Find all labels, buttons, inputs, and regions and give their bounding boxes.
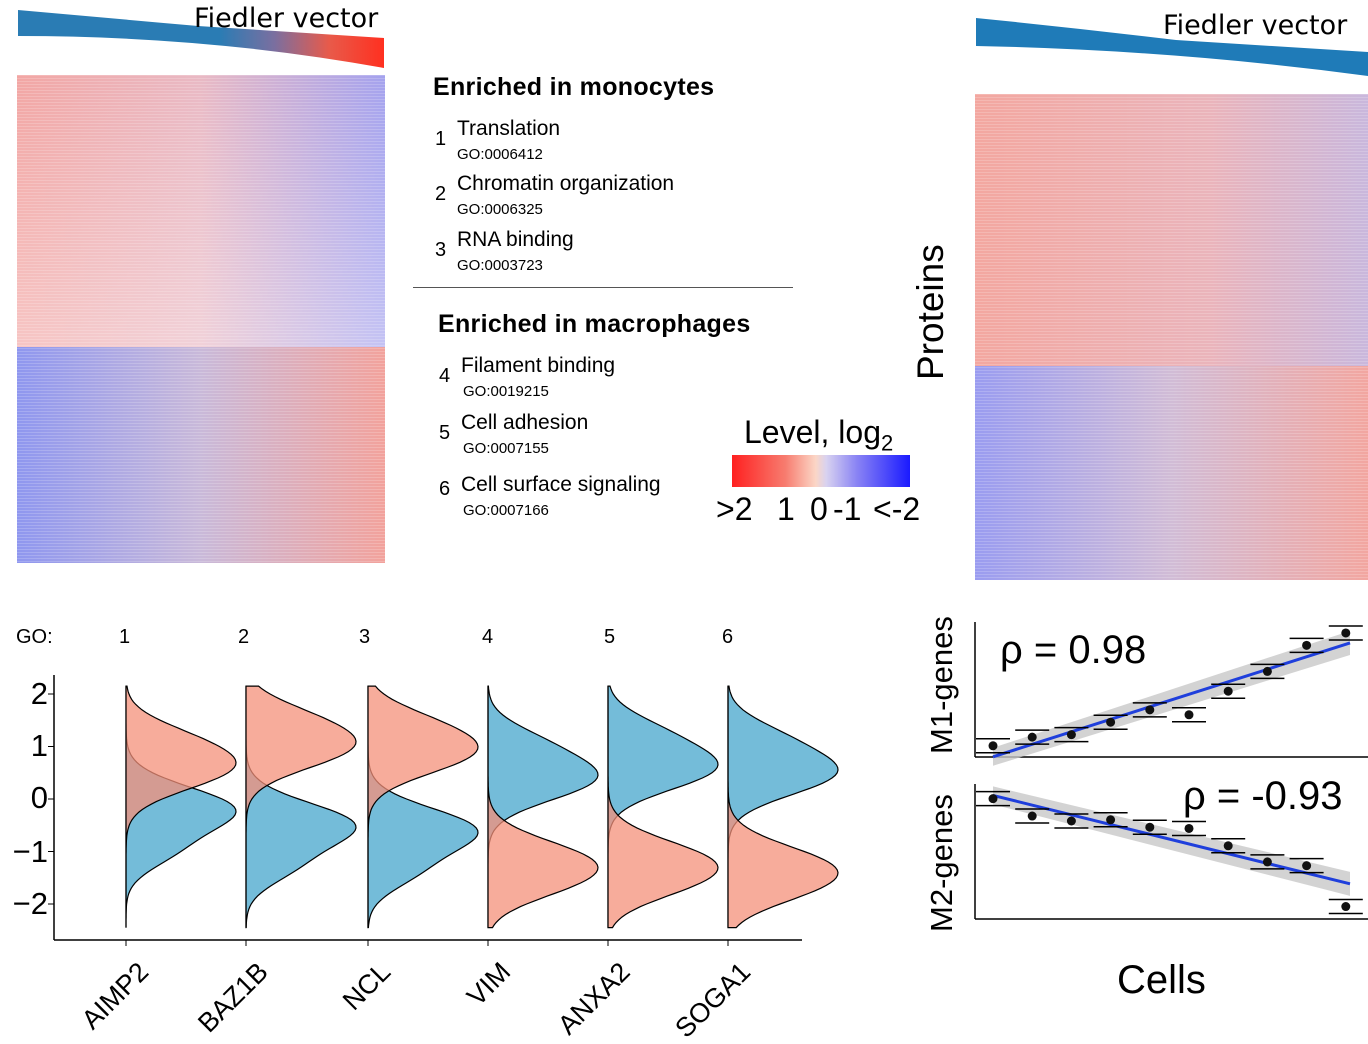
m1-point [1106,717,1116,727]
m2-point [1302,861,1312,871]
violin-monocyte [727,686,839,929]
m1-fit-line [992,641,1351,759]
go-term-name: Chromatin organization [457,172,675,195]
violin-plot [48,675,839,946]
colorbar-tick: -1 [833,491,862,527]
go-term-index: 2 [435,183,447,205]
violin-go-index: 1 [119,626,131,648]
m1-point [1223,686,1233,696]
colorbar-title: Level, log2 [744,414,894,456]
violin-monocyte [245,685,357,928]
right-heatmap [975,94,1368,580]
go-term-name: RNA binding [457,228,574,251]
go-term-id: GO:0007155 [463,440,549,457]
m2-point [1106,815,1116,825]
violin-y-tick: 0 [30,780,48,815]
m1-point [1262,666,1272,676]
left-fiedler-title: Fiedler vector [194,3,379,34]
violin-monocyte [367,685,479,928]
go-term-name: Cell adhesion [461,411,589,434]
violin-y-tick: 1 [30,728,48,763]
m1-point [1184,710,1194,720]
m1-point [1302,640,1312,650]
m1-point [1145,705,1155,715]
colorbar-tick: <-2 [873,491,921,527]
m1-point [1027,732,1037,742]
go-term-id: GO:0003723 [457,257,543,274]
m1-point [988,741,998,751]
m2-point [1262,857,1272,867]
cells-axis-label: Cells [1117,958,1206,1002]
m2-point [1066,816,1076,826]
m2-rho-annotation: ρ = -0.93 [1183,774,1343,818]
violin-go-index: 2 [238,626,250,648]
violin-monocyte [487,686,599,929]
macrophages-heading: Enriched in macrophages [438,310,751,338]
go-term-name: Cell surface signaling [461,473,661,496]
go-term-id: GO:0006412 [457,146,543,163]
m2-point [1341,902,1351,912]
violin-go-index: 6 [722,626,734,648]
m1-point [1066,730,1076,740]
go-term-name: Translation [457,117,561,140]
go-term-id: GO:0006325 [457,201,543,218]
go-term-id: GO:0019215 [463,383,549,400]
monocytes-heading: Enriched in monocytes [433,73,715,101]
go-axis-label: GO: [16,626,53,648]
colorbar [732,455,910,487]
violin-monocyte [125,685,237,928]
go-term-id: GO:0007166 [463,502,549,519]
m2-point [1145,822,1155,832]
left-heatmap [17,75,385,563]
colorbar-tick: 1 [777,491,795,527]
violin-y-tick: 2 [30,676,48,711]
violin-y-tick: −1 [12,834,48,869]
m1-point [1341,628,1351,638]
go-term-index: 3 [435,239,447,261]
go-term-index: 1 [435,128,447,150]
colorbar-tick: 0 [810,491,828,527]
m2-point [1027,811,1037,821]
m2-point [988,794,998,804]
left-fiedler-wedge [18,10,384,68]
go-term-index: 4 [439,365,451,387]
m2-point [1223,841,1233,851]
m1-rho-annotation: ρ = 0.98 [1000,628,1147,672]
violin-monocyte [607,686,719,929]
right-fiedler-title: Fiedler vector [1163,10,1348,41]
section-divider [413,287,793,288]
violin-y-tick: −2 [12,886,48,921]
go-term-index: 5 [439,422,451,444]
right-fiedler-wedge [976,18,1368,76]
go-term-name: Filament binding [461,354,616,377]
go-term-index: 6 [439,478,451,500]
colorbar-tick: >2 [716,491,753,527]
violin-go-index: 5 [604,626,616,648]
m2-point [1184,823,1194,833]
violin-go-index: 3 [359,626,371,648]
violin-go-index: 4 [482,626,494,648]
m2-fit-line [992,793,1351,886]
